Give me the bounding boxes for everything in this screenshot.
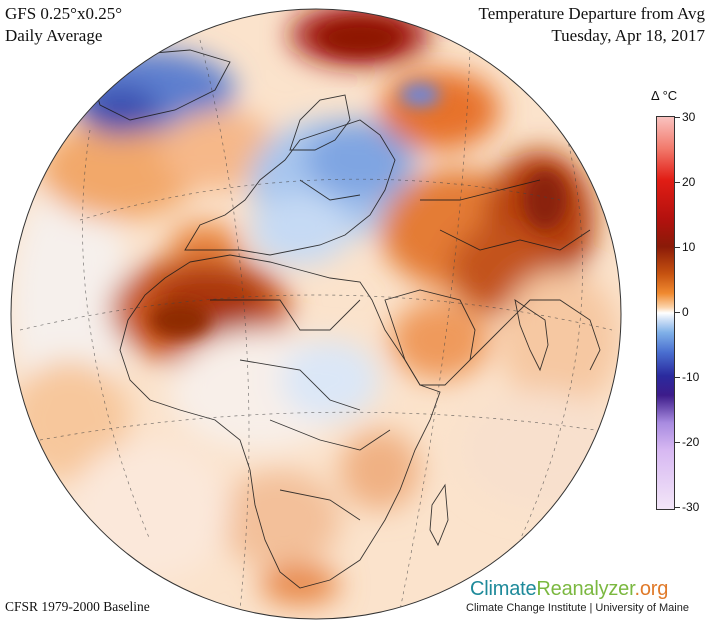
legend-tick-mark [674, 377, 680, 378]
color-legend: Δ °C 30 20 10 0 -10 -20 -30 [648, 88, 708, 520]
header-left: GFS 0.25°x0.25° Daily Average [5, 3, 122, 47]
legend-tick-mark [674, 312, 680, 313]
legend-tick-label: 20 [682, 175, 696, 189]
model-name: GFS 0.25°x0.25° [5, 4, 123, 23]
brand-name-part: Reanalyzer [536, 578, 635, 600]
brand-subtitle: Climate Change Institute | University of… [466, 602, 689, 614]
legend-tick-mark [674, 182, 680, 183]
averaging-period: Daily Average [5, 26, 103, 45]
legend-tick-label: 30 [682, 110, 696, 124]
header-right: Temperature Departure from Avg Tuesday, … [479, 3, 705, 47]
legend-tick-label: -10 [682, 370, 700, 384]
brand-logo: ClimateReanalyzer.org Climate Change Ins… [466, 578, 710, 614]
legend-tick-mark [674, 117, 680, 118]
legend-tick-label: 10 [682, 240, 696, 254]
baseline-note: CFSR 1979-2000 Baseline [5, 599, 150, 614]
legend-tick-mark [674, 442, 680, 443]
colorbar [656, 116, 675, 510]
legend-tick-mark [674, 507, 680, 508]
legend-tick-label: 0 [682, 305, 689, 319]
graticule [19, 39, 613, 611]
coastlines [89, 49, 601, 589]
brand-name-part: Climate [470, 578, 537, 600]
map-title: Temperature Departure from Avg [478, 4, 705, 23]
legend-title: Δ °C [651, 88, 678, 103]
legend-tick-mark [674, 247, 680, 248]
brand-name-part: .org [634, 578, 669, 600]
legend-tick-label: -30 [682, 500, 700, 514]
map-date: Tuesday, Apr 18, 2017 [551, 26, 705, 45]
legend-tick-label: -20 [682, 435, 700, 449]
brand-name: ClimateReanalyzer.org [470, 578, 710, 601]
temperature-field [11, 9, 621, 619]
